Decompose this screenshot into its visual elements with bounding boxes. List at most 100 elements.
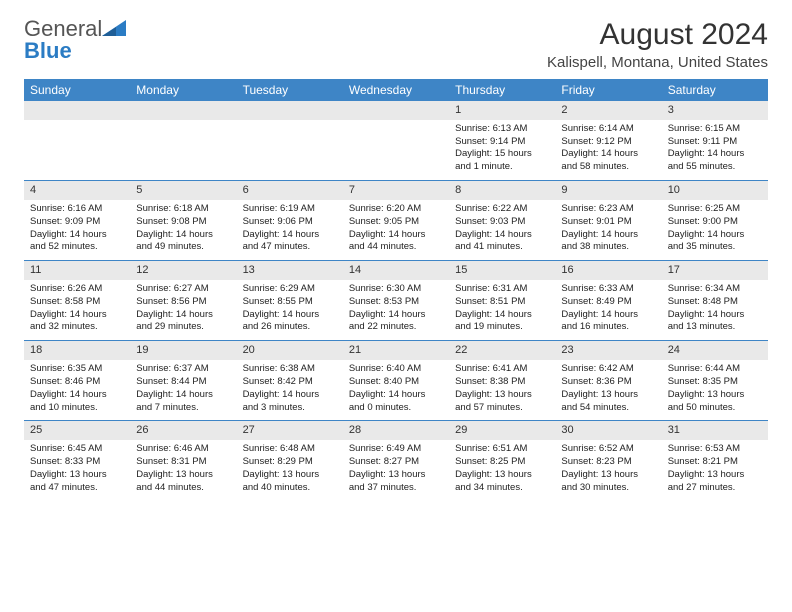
calendar-cell: 30Sunrise: 6:52 AMSunset: 8:23 PMDayligh… xyxy=(555,421,661,501)
sunset-text: Sunset: 8:38 PM xyxy=(455,376,549,389)
day-number: 19 xyxy=(130,341,236,360)
calendar-row: 1Sunrise: 6:13 AMSunset: 9:14 PMDaylight… xyxy=(24,101,768,181)
daylight-text: Daylight: 13 hours and 40 minutes. xyxy=(243,469,337,495)
calendar-cell: 22Sunrise: 6:41 AMSunset: 8:38 PMDayligh… xyxy=(449,341,555,421)
calendar-cell: 15Sunrise: 6:31 AMSunset: 8:51 PMDayligh… xyxy=(449,261,555,341)
day-body: Sunrise: 6:33 AMSunset: 8:49 PMDaylight:… xyxy=(555,280,661,340)
daylight-text: Daylight: 14 hours and 26 minutes. xyxy=(243,309,337,335)
day-body xyxy=(237,120,343,129)
day-number: 30 xyxy=(555,421,661,440)
sunrise-text: Sunrise: 6:30 AM xyxy=(349,283,443,296)
weekday-header: Monday xyxy=(130,79,236,101)
day-body xyxy=(343,120,449,129)
daylight-text: Daylight: 14 hours and 47 minutes. xyxy=(243,229,337,255)
calendar-cell: 10Sunrise: 6:25 AMSunset: 9:00 PMDayligh… xyxy=(662,181,768,261)
calendar-cell: 18Sunrise: 6:35 AMSunset: 8:46 PMDayligh… xyxy=(24,341,130,421)
day-number: 29 xyxy=(449,421,555,440)
day-body: Sunrise: 6:23 AMSunset: 9:01 PMDaylight:… xyxy=(555,200,661,260)
day-number: 9 xyxy=(555,181,661,200)
day-number: 2 xyxy=(555,101,661,120)
page-subtitle: Kalispell, Montana, United States xyxy=(547,54,768,71)
sunset-text: Sunset: 9:12 PM xyxy=(561,136,655,149)
daylight-text: Daylight: 14 hours and 10 minutes. xyxy=(30,389,124,415)
weekday-header: Tuesday xyxy=(237,79,343,101)
sunset-text: Sunset: 9:09 PM xyxy=(30,216,124,229)
day-number: 24 xyxy=(662,341,768,360)
calendar-cell: 24Sunrise: 6:44 AMSunset: 8:35 PMDayligh… xyxy=(662,341,768,421)
sunrise-text: Sunrise: 6:22 AM xyxy=(455,203,549,216)
sunrise-text: Sunrise: 6:45 AM xyxy=(30,443,124,456)
calendar-head: Sunday Monday Tuesday Wednesday Thursday… xyxy=(24,79,768,101)
calendar-cell: 4Sunrise: 6:16 AMSunset: 9:09 PMDaylight… xyxy=(24,181,130,261)
sunrise-text: Sunrise: 6:49 AM xyxy=(349,443,443,456)
sunset-text: Sunset: 8:42 PM xyxy=(243,376,337,389)
calendar-cell: 21Sunrise: 6:40 AMSunset: 8:40 PMDayligh… xyxy=(343,341,449,421)
daylight-text: Daylight: 15 hours and 1 minute. xyxy=(455,148,549,174)
day-number: 26 xyxy=(130,421,236,440)
sunrise-text: Sunrise: 6:13 AM xyxy=(455,123,549,136)
calendar-cell: 5Sunrise: 6:18 AMSunset: 9:08 PMDaylight… xyxy=(130,181,236,261)
calendar-cell: 3Sunrise: 6:15 AMSunset: 9:11 PMDaylight… xyxy=(662,101,768,181)
calendar-row: 18Sunrise: 6:35 AMSunset: 8:46 PMDayligh… xyxy=(24,341,768,421)
daylight-text: Daylight: 14 hours and 7 minutes. xyxy=(136,389,230,415)
day-body xyxy=(24,120,130,129)
day-body: Sunrise: 6:38 AMSunset: 8:42 PMDaylight:… xyxy=(237,360,343,420)
day-body: Sunrise: 6:25 AMSunset: 9:00 PMDaylight:… xyxy=(662,200,768,260)
daylight-text: Daylight: 13 hours and 54 minutes. xyxy=(561,389,655,415)
sunrise-text: Sunrise: 6:46 AM xyxy=(136,443,230,456)
sunset-text: Sunset: 8:44 PM xyxy=(136,376,230,389)
calendar-cell: 16Sunrise: 6:33 AMSunset: 8:49 PMDayligh… xyxy=(555,261,661,341)
daylight-text: Daylight: 13 hours and 44 minutes. xyxy=(136,469,230,495)
sunrise-text: Sunrise: 6:52 AM xyxy=(561,443,655,456)
daylight-text: Daylight: 13 hours and 47 minutes. xyxy=(30,469,124,495)
day-body xyxy=(130,120,236,129)
day-body: Sunrise: 6:27 AMSunset: 8:56 PMDaylight:… xyxy=(130,280,236,340)
calendar-cell: 19Sunrise: 6:37 AMSunset: 8:44 PMDayligh… xyxy=(130,341,236,421)
sunrise-text: Sunrise: 6:40 AM xyxy=(349,363,443,376)
sunset-text: Sunset: 8:55 PM xyxy=(243,296,337,309)
sunset-text: Sunset: 9:05 PM xyxy=(349,216,443,229)
day-number: 11 xyxy=(24,261,130,280)
sunset-text: Sunset: 9:01 PM xyxy=(561,216,655,229)
sunset-text: Sunset: 8:21 PM xyxy=(668,456,762,469)
day-body: Sunrise: 6:16 AMSunset: 9:09 PMDaylight:… xyxy=(24,200,130,260)
calendar-cell: 6Sunrise: 6:19 AMSunset: 9:06 PMDaylight… xyxy=(237,181,343,261)
sunrise-text: Sunrise: 6:48 AM xyxy=(243,443,337,456)
day-body: Sunrise: 6:37 AMSunset: 8:44 PMDaylight:… xyxy=(130,360,236,420)
day-number xyxy=(343,101,449,120)
sunset-text: Sunset: 9:00 PM xyxy=(668,216,762,229)
day-body: Sunrise: 6:49 AMSunset: 8:27 PMDaylight:… xyxy=(343,440,449,500)
calendar-cell: 9Sunrise: 6:23 AMSunset: 9:01 PMDaylight… xyxy=(555,181,661,261)
title-block: August 2024 Kalispell, Montana, United S… xyxy=(547,18,768,71)
calendar-cell xyxy=(130,101,236,181)
daylight-text: Daylight: 13 hours and 34 minutes. xyxy=(455,469,549,495)
calendar-cell: 1Sunrise: 6:13 AMSunset: 9:14 PMDaylight… xyxy=(449,101,555,181)
daylight-text: Daylight: 13 hours and 37 minutes. xyxy=(349,469,443,495)
sunset-text: Sunset: 8:35 PM xyxy=(668,376,762,389)
calendar-cell xyxy=(343,101,449,181)
sunset-text: Sunset: 9:03 PM xyxy=(455,216,549,229)
triangle-icon xyxy=(102,18,126,40)
day-number: 10 xyxy=(662,181,768,200)
day-body: Sunrise: 6:45 AMSunset: 8:33 PMDaylight:… xyxy=(24,440,130,500)
day-body: Sunrise: 6:42 AMSunset: 8:36 PMDaylight:… xyxy=(555,360,661,420)
page-title: August 2024 xyxy=(547,18,768,52)
daylight-text: Daylight: 14 hours and 52 minutes. xyxy=(30,229,124,255)
day-number: 15 xyxy=(449,261,555,280)
day-number: 5 xyxy=(130,181,236,200)
sunset-text: Sunset: 9:06 PM xyxy=(243,216,337,229)
sunrise-text: Sunrise: 6:42 AM xyxy=(561,363,655,376)
daylight-text: Daylight: 14 hours and 38 minutes. xyxy=(561,229,655,255)
sunset-text: Sunset: 8:48 PM xyxy=(668,296,762,309)
sunrise-text: Sunrise: 6:23 AM xyxy=(561,203,655,216)
day-body: Sunrise: 6:19 AMSunset: 9:06 PMDaylight:… xyxy=(237,200,343,260)
day-number: 23 xyxy=(555,341,661,360)
day-number: 17 xyxy=(662,261,768,280)
day-body: Sunrise: 6:15 AMSunset: 9:11 PMDaylight:… xyxy=(662,120,768,180)
day-number: 1 xyxy=(449,101,555,120)
day-body: Sunrise: 6:34 AMSunset: 8:48 PMDaylight:… xyxy=(662,280,768,340)
day-body: Sunrise: 6:35 AMSunset: 8:46 PMDaylight:… xyxy=(24,360,130,420)
day-number: 14 xyxy=(343,261,449,280)
calendar-cell: 7Sunrise: 6:20 AMSunset: 9:05 PMDaylight… xyxy=(343,181,449,261)
daylight-text: Daylight: 13 hours and 27 minutes. xyxy=(668,469,762,495)
